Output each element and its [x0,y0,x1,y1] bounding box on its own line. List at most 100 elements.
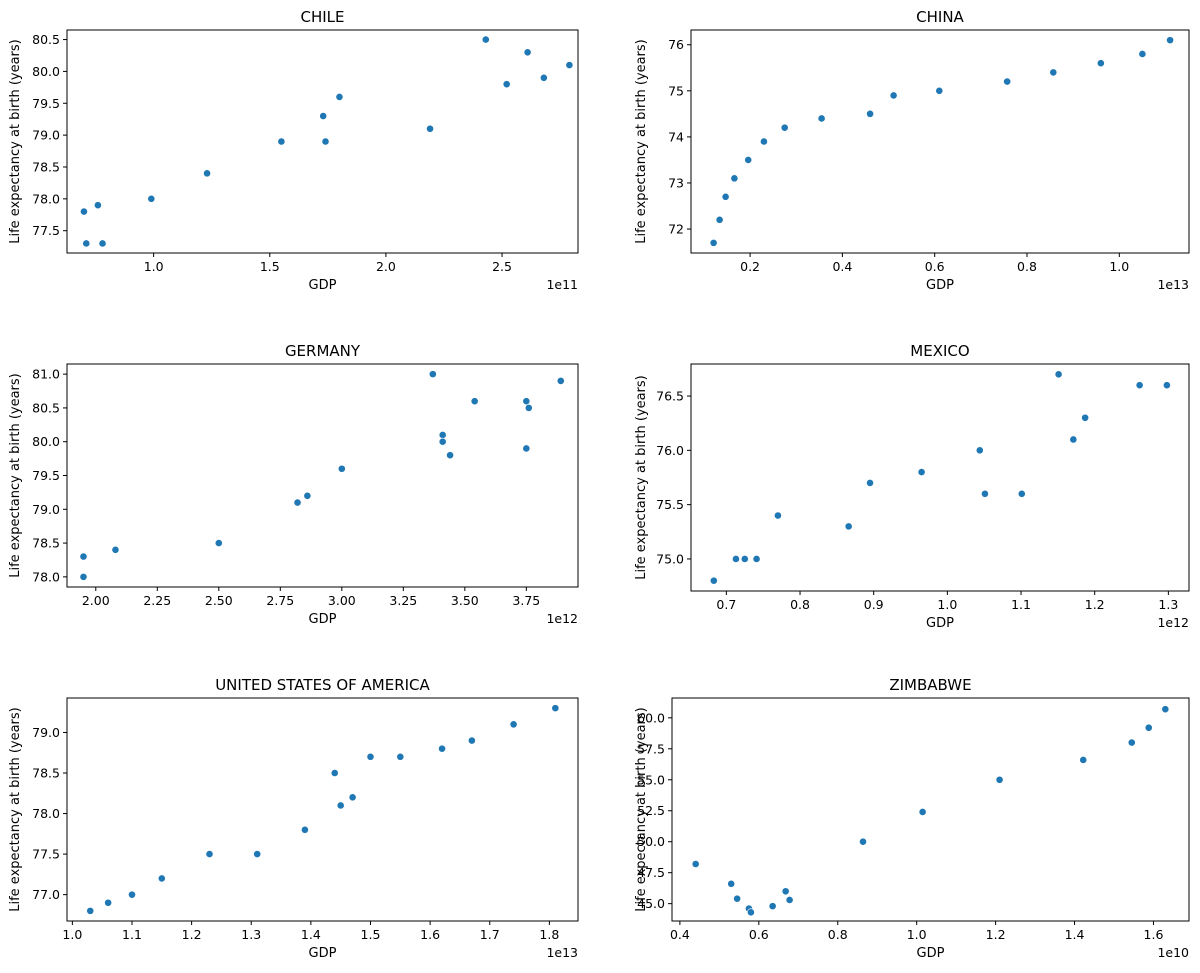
y-axis-label: Life expectancy at birth (years) [634,707,649,912]
data-point [975,446,984,455]
data-point [104,898,113,907]
y-tick-label: 77.5 [32,847,60,862]
data-point [446,451,454,460]
data-point [1054,370,1063,379]
x-tick-label: 0.2 [740,259,760,274]
x-axis-multiplier: 1e11 [546,277,578,292]
data-point [80,207,88,216]
x-tick-label: 3.75 [512,593,540,608]
data-point [438,744,446,753]
y-tick-label: 73 [668,175,684,190]
data-point [774,511,782,520]
data-point [524,404,533,412]
y-tick-label: 77.0 [32,887,60,902]
data-point [335,93,344,101]
data-point [1079,756,1088,764]
y-tick-label: 50.0 [637,834,665,849]
data-point [1081,413,1090,422]
data-point [785,896,794,904]
y-tick-label: 76.0 [656,443,684,458]
x-tick-label: 1.8 [539,927,559,942]
x-tick-label: 3.25 [389,593,417,608]
panel-title: MEXICO [910,342,969,360]
data-point [1166,36,1174,45]
data-point [889,91,898,100]
data-point [1069,435,1078,444]
x-tick-label: 2.25 [143,593,171,608]
x-tick-label: 1.1 [122,927,142,942]
plot-frame [690,363,1190,592]
data-point [86,906,95,915]
data-point [203,169,211,178]
data-point [337,464,346,473]
data-point [740,555,749,563]
x-tick-label: 0.7 [716,597,736,612]
data-point [79,572,88,581]
data-point [1138,50,1147,58]
y-tick-label: 80.0 [32,434,60,449]
y-axis-label: Life expectancy at birth (years) [8,707,23,912]
x-tick-label: 2.75 [266,593,294,608]
data-point [917,468,926,476]
data-point [467,736,476,745]
x-tick-label: 0.8 [790,597,810,612]
x-tick-label: 2.0 [376,259,396,274]
data-point [157,874,166,883]
x-tick-label: 2.50 [205,593,233,608]
data-point [523,48,532,57]
x-axis-label: GDP [926,616,954,631]
data-point [509,720,518,729]
x-tick-label: 1.4 [1065,927,1085,942]
x-tick-label: 0.9 [864,597,884,612]
y-tick-label: 77.5 [32,223,60,238]
x-tick-label: 1.5 [361,927,381,942]
data-point [1135,381,1144,390]
plot-frame [66,29,579,254]
y-tick-label: 79.0 [32,502,60,517]
y-tick-label: 75.0 [656,551,684,566]
data-point [981,489,989,498]
data-point [348,793,357,802]
y-tick-label: 79.0 [32,725,60,740]
data-point [147,194,156,203]
data-point [128,890,136,899]
x-axis-label: GDP [926,278,954,293]
data-point [1096,59,1105,68]
subplot-germany: GERMANY 2.00 2.25 2.50 2.75 3.00 3.25 3.50 3.75 7… [8,342,579,627]
data-point [935,86,944,95]
data-point [93,201,102,210]
x-tick-label: 0.4 [832,259,852,274]
data-point [768,902,777,911]
data-point [321,137,330,146]
data-point [733,894,742,903]
x-tick-label: 1.6 [1144,927,1164,942]
y-tick-label: 78.5 [32,159,60,174]
x-tick-label: 3.50 [451,593,479,608]
data-point [565,61,574,69]
y-tick-label: 78.0 [32,806,60,821]
x-tick-label: 0.6 [749,927,769,942]
x-axis-multiplier: 1e10 [1157,945,1189,960]
panel-title: CHILE [300,8,344,26]
data-point [111,545,120,554]
x-tick-label: 1.3 [241,927,261,942]
y-tick-label: 78.5 [32,536,60,551]
x-tick-label: 1.5 [260,259,280,274]
y-tick-label: 76.5 [656,389,684,404]
data-point [556,376,565,385]
data-point [79,552,88,561]
data-point [752,555,761,563]
x-tick-label: 1.4 [301,927,321,942]
data-point [730,174,739,183]
data-point [721,192,730,201]
x-tick-label: 0.8 [828,927,848,942]
subplot-united-states-of-america: UNITED STATES OF AMERICA 1.0 1.1 1.2 1.3 1.4 1… [8,676,579,961]
data-point [293,498,302,507]
y-tick-label: 81.0 [32,367,60,382]
y-tick-label: 78.0 [32,191,60,206]
plot-frame [671,697,1190,922]
x-tick-label: 1.0 [144,259,164,274]
data-point [522,444,531,453]
plot-frame [690,29,1190,254]
